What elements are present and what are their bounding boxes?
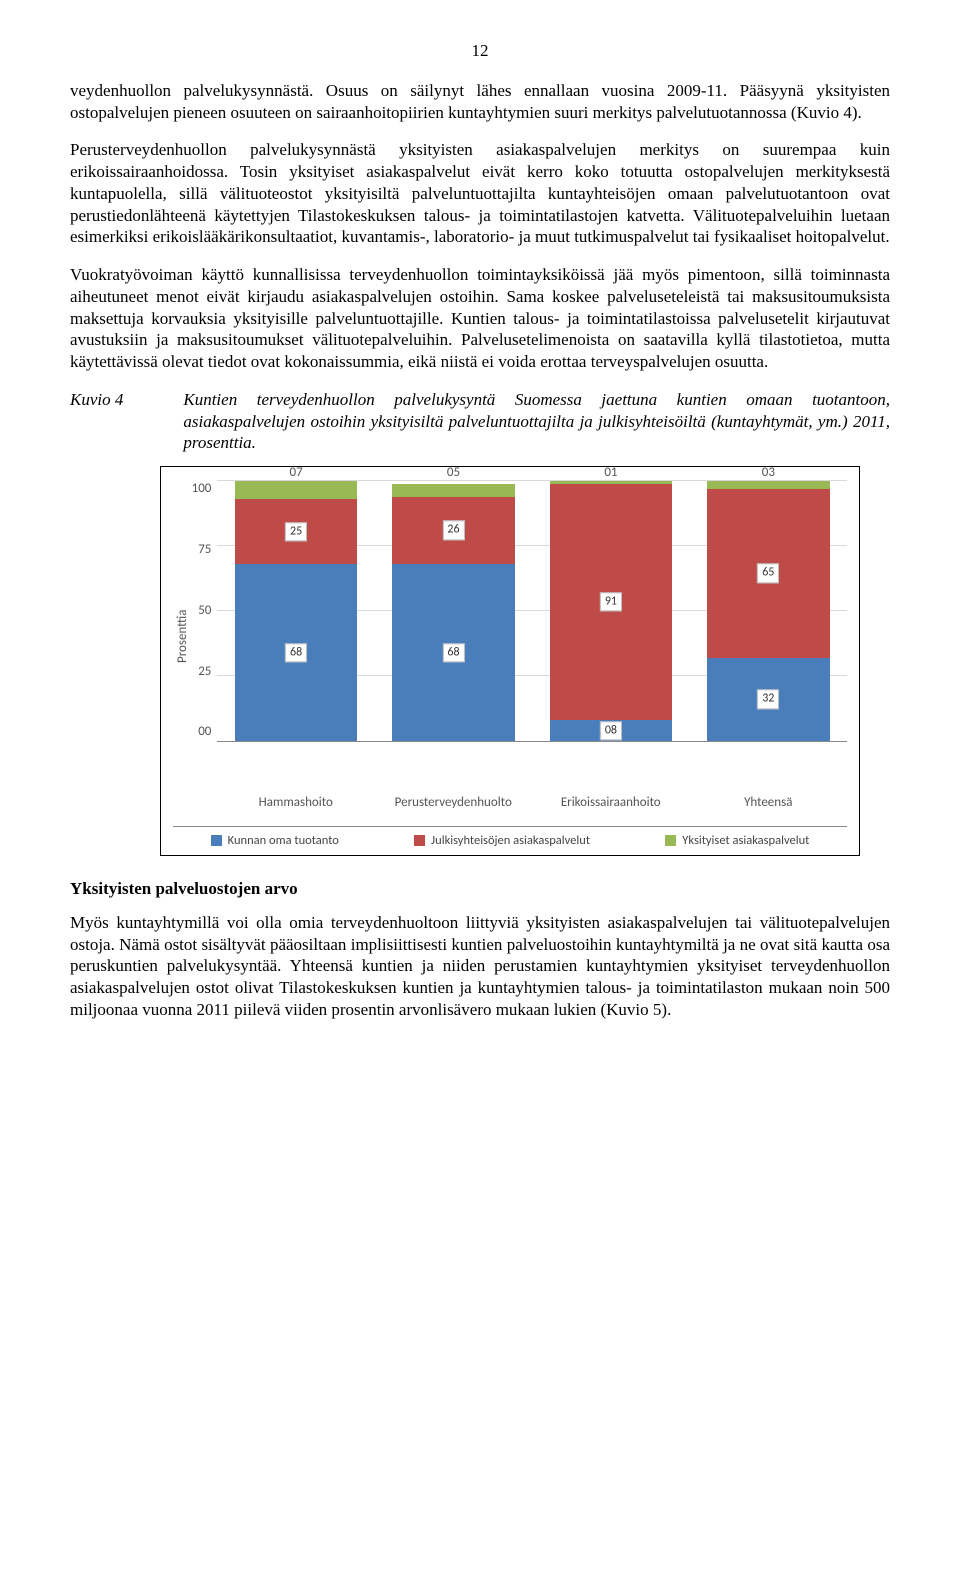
y-axis-ticks: 100 75 50 25 00	[192, 481, 218, 741]
segment-label-private: 05	[447, 465, 460, 482]
legend-item: Julkisyhteisöjen asiakaspalvelut	[414, 833, 590, 849]
plot-area: 072568052668019108036532	[217, 481, 847, 742]
y-tick: 75	[192, 542, 212, 559]
stacked-bar: 052668	[392, 481, 515, 741]
segment-own: 68	[392, 564, 515, 741]
chart-kuvio-4: Prosenttia 100 75 50 25 00 07 25 68 05 26 68 0…	[160, 466, 860, 856]
legend-swatch	[665, 835, 676, 846]
bar-slot: 072568	[217, 481, 374, 741]
paragraph-3: Vuokratyövoiman käyttö kunnallisissa ter…	[70, 264, 890, 373]
bar-slot: 052668	[375, 481, 532, 741]
chart-legend: Kunnan oma tuotanto Julkisyhteisöjen asia…	[173, 826, 847, 849]
legend-item: Yksityiset asiakaspalvelut	[665, 833, 809, 849]
paragraph-2: Perusterveydenhuollon palvelukysynnästä …	[70, 139, 890, 248]
segment-private	[392, 484, 515, 497]
paragraph-1: veydenhuollon palvelukysynnästä. Osuus o…	[70, 80, 890, 124]
segment-label-private: 01	[604, 465, 617, 482]
legend-label: Yksityiset asiakaspalvelut	[682, 833, 809, 849]
segment-label-own: 08	[600, 721, 622, 740]
figure-label: Kuvio 4	[70, 389, 123, 454]
segment-private	[235, 481, 358, 499]
segment-public: 25	[235, 499, 358, 564]
legend-label: Julkisyhteisöjen asiakaspalvelut	[431, 833, 590, 849]
stacked-bar: 019108	[550, 481, 673, 741]
x-axis-label: Perusterveydenhuolto	[375, 795, 533, 812]
segment-own: 68	[235, 564, 358, 741]
x-axis-label: Yhteensä	[690, 795, 848, 812]
legend-swatch	[414, 835, 425, 846]
bar-slot: 019108	[532, 481, 689, 741]
segment-label-own: 68	[442, 643, 464, 662]
y-axis-label: Prosenttia	[173, 481, 192, 791]
segment-label-own: 32	[757, 690, 779, 709]
segment-label-private: 03	[762, 465, 775, 482]
segment-own: 08	[550, 720, 673, 741]
y-tick: 50	[192, 603, 212, 620]
paragraph-4: Myös kuntayhtymillä voi olla omia tervey…	[70, 912, 890, 1021]
bar-slot: 036532	[690, 481, 847, 741]
segment-label-public: 26	[442, 521, 464, 540]
segment-label-public: 65	[757, 564, 779, 583]
subheading-yksityisten: Yksityisten palveluostojen arvo	[70, 878, 890, 900]
legend-swatch	[211, 835, 222, 846]
page-number: 12	[70, 40, 890, 62]
segment-label-own: 68	[285, 643, 307, 662]
x-axis-label: Erikoissairaanhoito	[532, 795, 690, 812]
x-axis-label: Hammashoito	[217, 795, 375, 812]
segment-public: 26	[392, 497, 515, 565]
figure-caption-row: Kuvio 4 Kuntien terveydenhuollon palvelu…	[70, 389, 890, 454]
segment-public: 65	[707, 489, 830, 658]
stacked-bar: 072568	[235, 481, 358, 741]
y-tick: 25	[192, 664, 212, 681]
y-tick: 00	[192, 724, 212, 741]
segment-label-public: 91	[600, 592, 622, 611]
y-tick: 100	[192, 481, 212, 498]
segment-public: 91	[550, 484, 673, 721]
legend-item: Kunnan oma tuotanto	[211, 833, 339, 849]
segment-label-public: 25	[285, 522, 307, 541]
figure-caption: Kuntien terveydenhuollon palvelukysyntä …	[183, 389, 890, 454]
segment-own: 32	[707, 658, 830, 741]
segment-private	[707, 481, 830, 489]
segment-label-private: 07	[290, 465, 303, 482]
stacked-bar: 036532	[707, 481, 830, 741]
legend-label: Kunnan oma tuotanto	[228, 833, 339, 849]
